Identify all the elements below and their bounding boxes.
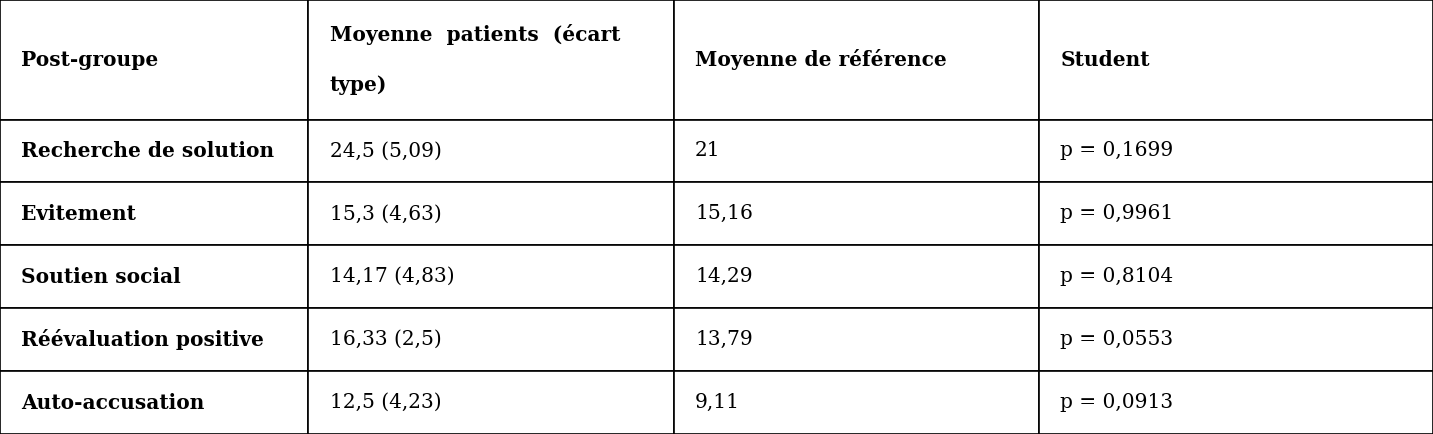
Bar	[674, 308, 1039, 371]
Bar	[674, 119, 1039, 182]
Text: p = 0,8104: p = 0,8104	[1060, 267, 1174, 286]
Text: Post-groupe: Post-groupe	[21, 50, 159, 70]
Text: 13,79: 13,79	[695, 330, 752, 349]
Text: p = 0,0553: p = 0,0553	[1060, 330, 1174, 349]
Bar	[1039, 0, 1433, 119]
Text: Soutien social: Soutien social	[21, 267, 181, 287]
Bar	[0, 0, 308, 119]
Text: p = 0,0913: p = 0,0913	[1060, 393, 1174, 412]
Text: Réévaluation positive: Réévaluation positive	[21, 329, 264, 350]
Text: p = 0,9961: p = 0,9961	[1060, 204, 1174, 224]
Text: Student: Student	[1060, 50, 1149, 70]
Bar	[0, 371, 308, 434]
Text: type): type)	[330, 75, 387, 95]
Bar	[308, 119, 674, 182]
Bar	[1039, 245, 1433, 308]
Bar	[0, 245, 308, 308]
Text: Evitement: Evitement	[21, 204, 136, 224]
Text: Moyenne  patients  (écart: Moyenne patients (écart	[330, 24, 620, 45]
Bar	[308, 0, 674, 119]
Bar	[308, 182, 674, 245]
Bar	[308, 371, 674, 434]
Text: Moyenne de référence: Moyenne de référence	[695, 49, 947, 70]
Text: p = 0,1699: p = 0,1699	[1060, 141, 1174, 161]
Bar	[0, 308, 308, 371]
Text: 15,16: 15,16	[695, 204, 752, 224]
Bar	[1039, 371, 1433, 434]
Bar	[674, 182, 1039, 245]
Bar	[1039, 182, 1433, 245]
Text: 24,5 (5,09): 24,5 (5,09)	[330, 141, 441, 161]
Bar	[0, 182, 308, 245]
Bar	[308, 308, 674, 371]
Text: 12,5 (4,23): 12,5 (4,23)	[330, 393, 441, 412]
Text: 9,11: 9,11	[695, 393, 739, 412]
Bar	[1039, 308, 1433, 371]
Bar	[308, 245, 674, 308]
Bar	[0, 119, 308, 182]
Bar	[674, 371, 1039, 434]
Text: 21: 21	[695, 141, 721, 161]
Text: Auto-accusation: Auto-accusation	[21, 392, 205, 413]
Text: 16,33 (2,5): 16,33 (2,5)	[330, 330, 441, 349]
Bar	[1039, 119, 1433, 182]
Bar	[674, 0, 1039, 119]
Text: 15,3 (4,63): 15,3 (4,63)	[330, 204, 441, 224]
Bar	[674, 245, 1039, 308]
Text: 14,29: 14,29	[695, 267, 752, 286]
Text: Recherche de solution: Recherche de solution	[21, 141, 275, 161]
Text: 14,17 (4,83): 14,17 (4,83)	[330, 267, 454, 286]
